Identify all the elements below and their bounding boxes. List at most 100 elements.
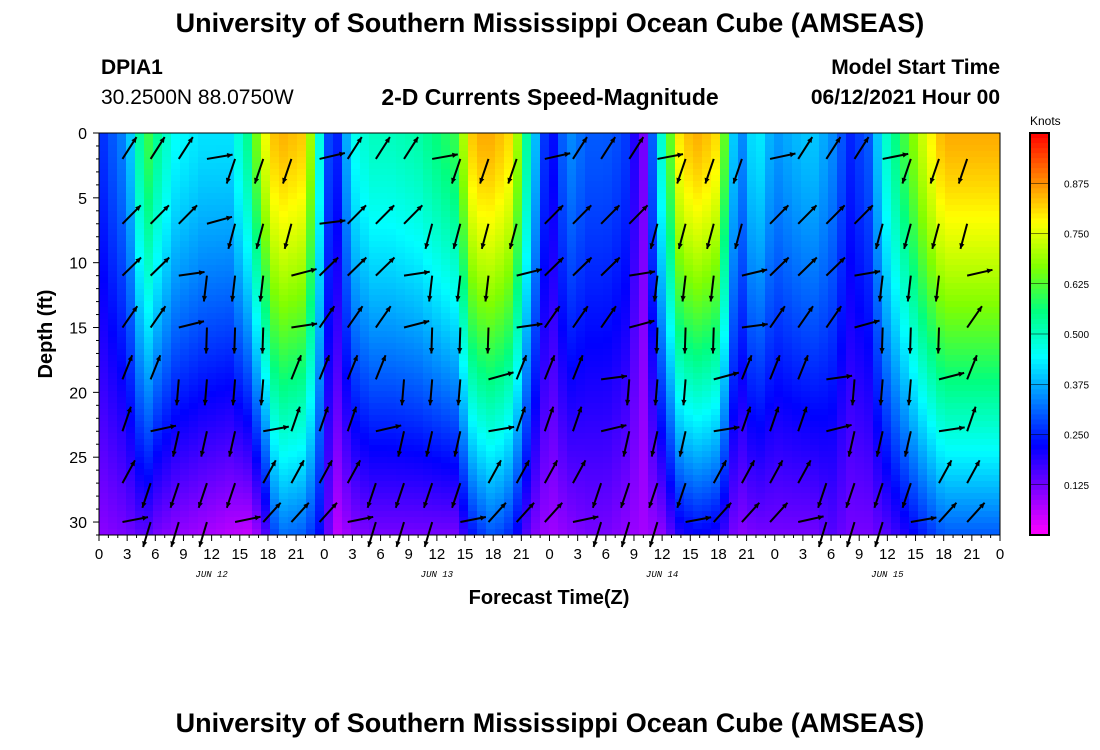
heatmap-cell [315,247,324,253]
heatmap-cell [324,253,333,259]
heatmap-cell [567,271,576,277]
heatmap-cell [315,235,324,241]
heatmap-cell [99,289,108,295]
heatmap-cell [207,169,216,175]
heatmap-cell [468,175,477,181]
heatmap-cell [180,331,189,337]
heatmap-cell [387,175,396,181]
heatmap-cell [270,421,279,427]
heatmap-cell [720,367,729,373]
heatmap-cell [657,199,666,205]
heatmap-cell [702,379,711,385]
heatmap-cell [333,403,342,409]
heatmap-cell [396,337,405,343]
heatmap-cell [207,451,216,457]
heatmap-cell [333,295,342,301]
heatmap-cell [504,409,513,415]
heatmap-cell [387,337,396,343]
heatmap-cell [441,265,450,271]
heatmap-cell [621,235,630,241]
heatmap-cell [297,307,306,313]
heatmap-cell [99,211,108,217]
heatmap-cell [531,397,540,403]
heatmap-cell [423,313,432,319]
heatmap-cell [315,385,324,391]
heatmap-cell [342,163,351,169]
heatmap-cell [405,427,414,433]
heatmap-cell [603,325,612,331]
heatmap-cell [702,145,711,151]
heatmap-cell [225,481,234,487]
heatmap-cell [486,301,495,307]
heatmap-cell [675,409,684,415]
heatmap-cell [207,415,216,421]
heatmap-cell [603,385,612,391]
heatmap-cell [585,193,594,199]
heatmap-cell [162,193,171,199]
heatmap-cell [378,271,387,277]
heatmap-cell [126,367,135,373]
heatmap-cell [693,247,702,253]
heatmap-cell [342,469,351,475]
heatmap-cell [459,421,468,427]
heatmap-cell [522,175,531,181]
heatmap-cell [549,145,558,151]
heatmap-cell [162,187,171,193]
heatmap-cell [684,151,693,157]
heatmap-cell [144,277,153,283]
heatmap-cell [405,481,414,487]
heatmap-cell [162,349,171,355]
heatmap-cell [567,313,576,319]
heatmap-cell [324,193,333,199]
heatmap-cell [108,235,117,241]
heatmap-cell [585,517,594,523]
heatmap-cell [207,253,216,259]
heatmap-cell [756,385,765,391]
heatmap-cell [198,421,207,427]
heatmap-cell [522,205,531,211]
heatmap-cell [666,451,675,457]
heatmap-cell [765,265,774,271]
heatmap-cell [540,139,549,145]
heatmap-cell [153,331,162,337]
heatmap-cell [513,247,522,253]
heatmap-cell [558,253,567,259]
heatmap-cell [126,433,135,439]
heatmap-cell [585,499,594,505]
heatmap-cell [333,289,342,295]
heatmap-cell [711,211,720,217]
heatmap-cell [405,295,414,301]
heatmap-cell [414,421,423,427]
heatmap-cell [522,367,531,373]
heatmap-cell [387,391,396,397]
heatmap-cell [180,451,189,457]
heatmap-cell [333,469,342,475]
heatmap-cell [630,409,639,415]
heatmap-cell [432,433,441,439]
heatmap-cell [648,421,657,427]
heatmap-cell [405,475,414,481]
heatmap-cell [612,271,621,277]
heatmap-cell [504,529,513,535]
heatmap-cell [270,139,279,145]
heatmap-cell [117,343,126,349]
heatmap-cell [702,289,711,295]
heatmap-cell [333,439,342,445]
heatmap-cell [675,133,684,139]
heatmap-cell [270,457,279,463]
heatmap-cell [432,379,441,385]
heatmap-cell [423,397,432,403]
heatmap-cell [675,229,684,235]
heatmap-cell [117,205,126,211]
heatmap-cell [360,271,369,277]
heatmap-cell [324,361,333,367]
heatmap-cell [441,157,450,163]
heatmap-cell [549,319,558,325]
heatmap-cell [333,169,342,175]
heatmap-cell [234,253,243,259]
heatmap-cell [414,361,423,367]
heatmap-cell [666,337,675,343]
heatmap-cell [108,313,117,319]
heatmap-cell [135,433,144,439]
heatmap-cell [252,133,261,139]
